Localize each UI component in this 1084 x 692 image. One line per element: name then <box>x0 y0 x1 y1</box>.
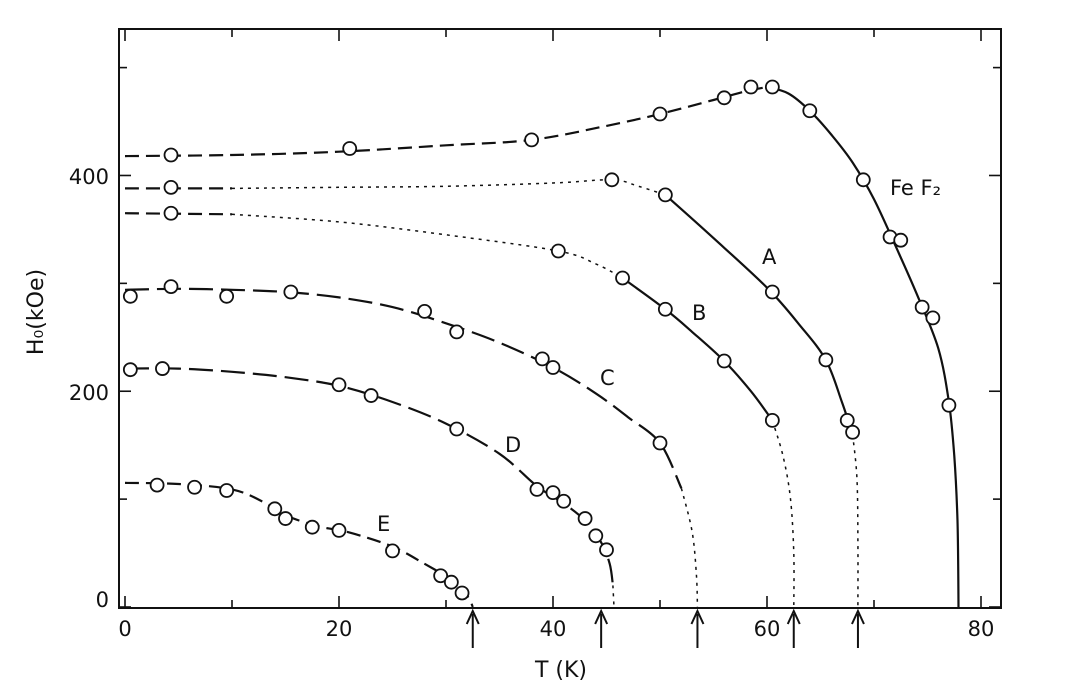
data-point <box>893 232 909 248</box>
data-point <box>304 519 320 535</box>
series-curve <box>612 585 615 608</box>
neel-arrows <box>465 608 865 648</box>
x-tick-label: 80 <box>968 617 995 641</box>
data-point <box>818 352 834 368</box>
data-point <box>155 361 170 376</box>
y-tick-label: 200 <box>69 381 109 405</box>
data-point <box>534 351 550 367</box>
data-point <box>363 388 379 403</box>
data-point <box>764 412 780 428</box>
y-tick-label: 0 <box>96 588 109 612</box>
data-point <box>652 106 668 122</box>
data-point <box>545 485 561 501</box>
series-curve <box>124 287 683 489</box>
x-tick-label: 60 <box>754 617 781 641</box>
data-point <box>764 79 780 95</box>
x-axis-title: T (K) <box>534 658 587 683</box>
plot-frame <box>118 28 1002 609</box>
plot-border <box>118 28 1002 609</box>
arrow-head <box>465 608 480 625</box>
series-curve <box>766 85 960 608</box>
data-point <box>588 528 604 544</box>
data-point <box>449 421 465 437</box>
x-tick-label: 40 <box>540 617 567 641</box>
series-curve <box>771 420 795 608</box>
data-point <box>187 479 202 495</box>
data-point <box>604 172 620 188</box>
curve-label-fef2: Fe F₂ <box>890 176 941 200</box>
data-point <box>529 482 545 497</box>
series-curve <box>124 85 768 158</box>
curve-label-a: A <box>762 245 777 269</box>
series-curve <box>664 194 854 435</box>
arrow-head <box>690 608 705 625</box>
data-point <box>550 243 566 259</box>
data-point <box>764 284 780 300</box>
data-point <box>433 568 449 584</box>
data-point <box>716 90 732 106</box>
data-point <box>449 324 465 340</box>
data-point <box>342 141 358 156</box>
data-point <box>615 270 630 286</box>
curves <box>124 85 960 608</box>
arrow-head <box>594 608 609 625</box>
y-axis-title: H₀(kOe) <box>24 269 49 355</box>
arrow-head <box>851 608 865 625</box>
series-curve <box>231 179 666 196</box>
curve-label-b: B <box>692 301 706 325</box>
data-point <box>524 132 539 148</box>
arrow-head <box>786 608 801 625</box>
data-point <box>278 511 293 526</box>
data-point <box>385 543 400 559</box>
data-point <box>556 493 572 509</box>
data-point <box>925 310 941 326</box>
data-point <box>914 299 930 315</box>
data-point <box>417 304 433 319</box>
data-point <box>652 435 668 451</box>
data-point <box>149 477 165 493</box>
x-tick-label: 20 <box>326 617 353 641</box>
data-point <box>941 397 957 413</box>
data-point <box>219 483 235 498</box>
y-tick-label: 400 <box>69 165 109 189</box>
data-point <box>331 377 347 393</box>
series-curve <box>124 212 233 216</box>
data-point <box>122 288 138 304</box>
data-point <box>454 585 470 601</box>
data-points <box>122 79 957 601</box>
data-point <box>163 205 179 221</box>
data-point <box>331 523 347 538</box>
data-point <box>657 301 673 317</box>
data-point <box>839 412 855 428</box>
data-point <box>163 147 179 163</box>
data-point <box>802 103 818 119</box>
data-point <box>599 542 614 558</box>
data-point <box>545 360 561 375</box>
series-curve <box>851 434 859 608</box>
data-point <box>283 284 299 300</box>
series-curve <box>124 481 474 608</box>
data-point <box>743 79 759 95</box>
series-curve <box>231 213 623 279</box>
series-curve <box>621 277 774 422</box>
data-point <box>219 288 235 304</box>
curve-label-d: D <box>505 433 521 457</box>
data-point <box>577 511 593 526</box>
series-curve <box>680 488 699 608</box>
labels: 0 20 40 60 80 0 200 400 T (K) H₀(kOe) Fe… <box>24 165 994 683</box>
data-point <box>122 362 138 378</box>
data-point <box>716 353 732 369</box>
curve-label-e: E <box>377 512 390 536</box>
curve-label-c: C <box>600 366 615 390</box>
data-point <box>657 187 673 203</box>
data-point <box>163 179 179 195</box>
data-point <box>845 424 860 440</box>
data-point <box>163 279 179 294</box>
data-point <box>443 574 459 590</box>
data-point <box>267 501 283 517</box>
data-point <box>855 172 871 188</box>
x-tick-label: 0 <box>118 617 131 641</box>
